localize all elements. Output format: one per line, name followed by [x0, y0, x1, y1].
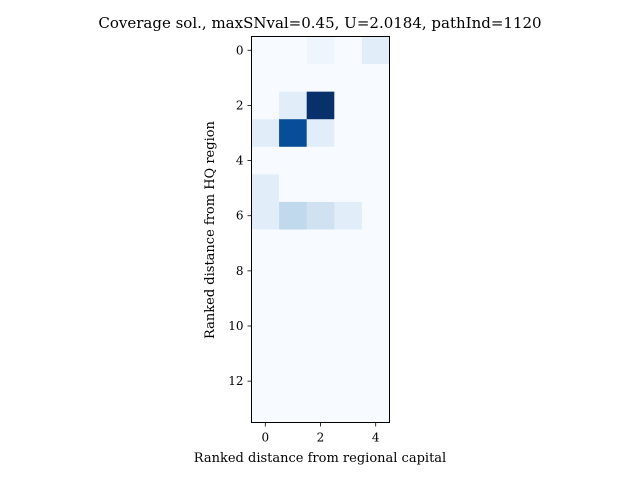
y-axis-label: Ranked distance from HQ region	[203, 120, 218, 338]
x-tick-label-2: 4	[372, 431, 380, 445]
heatmap-cell-r3-c2	[306, 119, 335, 148]
heatmap-cells	[251, 36, 390, 423]
heatmap-cell-r6-c4	[361, 201, 390, 230]
heatmap-cell-r5-c2	[306, 174, 335, 203]
y-tick-label-1: 2	[236, 98, 244, 112]
heatmap-cell-r1-c4	[361, 64, 390, 93]
heatmap-cell-r0-c4	[361, 36, 390, 65]
heatmap-cell-r2-c1	[279, 91, 308, 120]
heatmap-cell-r5-c3	[334, 174, 363, 203]
heatmap-cell-r6-c0	[251, 201, 280, 230]
heatmap-cell-r4-c0	[251, 146, 280, 175]
heatmap-cell-r1-c2	[306, 64, 335, 93]
heatmap-cell-r9-c0	[251, 284, 280, 313]
heatmap-cell-r7-c4	[361, 229, 390, 258]
heatmap-cell-r0-c1	[279, 36, 308, 65]
heatmap-cell-r8-c0	[251, 257, 280, 286]
y-tick-label-0: 0	[236, 43, 244, 57]
x-axis-label: Ranked distance from regional capital	[194, 451, 446, 466]
x-tick-label-1: 2	[317, 431, 325, 445]
heatmap-cell-r3-c0	[251, 119, 280, 148]
heatmap-cell-r11-c1	[279, 339, 308, 368]
heatmap-cell-r13-c1	[279, 394, 308, 423]
y-tick-label-5: 10	[228, 319, 243, 333]
heatmap-cell-r3-c1	[279, 119, 308, 148]
heatmap-cell-r4-c4	[361, 146, 390, 175]
heatmap-cell-r4-c3	[334, 146, 363, 175]
heatmap-cell-r13-c0	[251, 394, 280, 423]
heatmap-cell-r11-c0	[251, 339, 280, 368]
heatmap-cell-r6-c1	[279, 201, 308, 230]
heatmap-cell-r12-c2	[306, 367, 335, 396]
heatmap-cell-r2-c2	[306, 91, 335, 120]
y-axis-ticks: 0 2 4 6 8 10 12	[228, 43, 252, 388]
heatmap-cell-r12-c1	[279, 367, 308, 396]
heatmap-cell-r10-c4	[361, 312, 390, 341]
heatmap-cell-r9-c4	[361, 284, 390, 313]
heatmap-cell-r0-c0	[251, 36, 280, 65]
heatmap-cell-r8-c1	[279, 257, 308, 286]
heatmap-cell-r1-c3	[334, 64, 363, 93]
heatmap-cell-r13-c2	[306, 394, 335, 423]
y-tick-label-2: 4	[236, 154, 244, 168]
heatmap-cell-r6-c2	[306, 201, 335, 230]
heatmap-cell-r10-c1	[279, 312, 308, 341]
heatmap-cell-r8-c4	[361, 257, 390, 286]
heatmap-cell-r12-c4	[361, 367, 390, 396]
heatmap-cell-r5-c4	[361, 174, 390, 203]
heatmap-cell-r11-c4	[361, 339, 390, 368]
chart-title: Coverage sol., maxSNval=0.45, U=2.0184, …	[98, 14, 541, 32]
heatmap-cell-r12-c3	[334, 367, 363, 396]
heatmap-cell-r7-c0	[251, 229, 280, 258]
y-tick-label-4: 8	[236, 264, 244, 278]
heatmap-cell-r7-c2	[306, 229, 335, 258]
heatmap-cell-r3-c4	[361, 119, 390, 148]
heatmap-cell-r2-c4	[361, 91, 390, 120]
heatmap-cell-r9-c1	[279, 284, 308, 313]
heatmap-cell-r10-c2	[306, 312, 335, 341]
x-tick-label-0: 0	[261, 431, 269, 445]
heatmap-cell-r9-c2	[306, 284, 335, 313]
x-axis-ticks: 0 2 4	[261, 422, 380, 445]
y-tick-label-3: 6	[236, 209, 244, 223]
heatmap-cell-r6-c3	[334, 201, 363, 230]
heatmap-cell-r0-c2	[306, 36, 335, 65]
heatmap-cell-r13-c3	[334, 394, 363, 423]
heatmap-cell-r2-c0	[251, 91, 280, 120]
heatmap-cell-r8-c2	[306, 257, 335, 286]
heatmap-cell-r11-c3	[334, 339, 363, 368]
heatmap-cell-r4-c2	[306, 146, 335, 175]
heatmap-cell-r4-c1	[279, 146, 308, 175]
heatmap-cell-r3-c3	[334, 119, 363, 148]
heatmap-cell-r8-c3	[334, 257, 363, 286]
heatmap-cell-r1-c1	[279, 64, 308, 93]
heatmap-cell-r9-c3	[334, 284, 363, 313]
heatmap-cell-r10-c0	[251, 312, 280, 341]
heatmap-cell-r10-c3	[334, 312, 363, 341]
y-tick-label-6: 12	[228, 374, 243, 388]
heatmap-cell-r5-c0	[251, 174, 280, 203]
heatmap-cell-r7-c1	[279, 229, 308, 258]
heatmap-cell-r7-c3	[334, 229, 363, 258]
heatmap-cell-r2-c3	[334, 91, 363, 120]
heatmap-cell-r11-c2	[306, 339, 335, 368]
heatmap-cell-r0-c3	[334, 36, 363, 65]
heatmap-cell-r12-c0	[251, 367, 280, 396]
heatmap-cell-r5-c1	[279, 174, 308, 203]
heatmap-cell-r1-c0	[251, 64, 280, 93]
heatmap-cell-r13-c4	[361, 394, 390, 423]
